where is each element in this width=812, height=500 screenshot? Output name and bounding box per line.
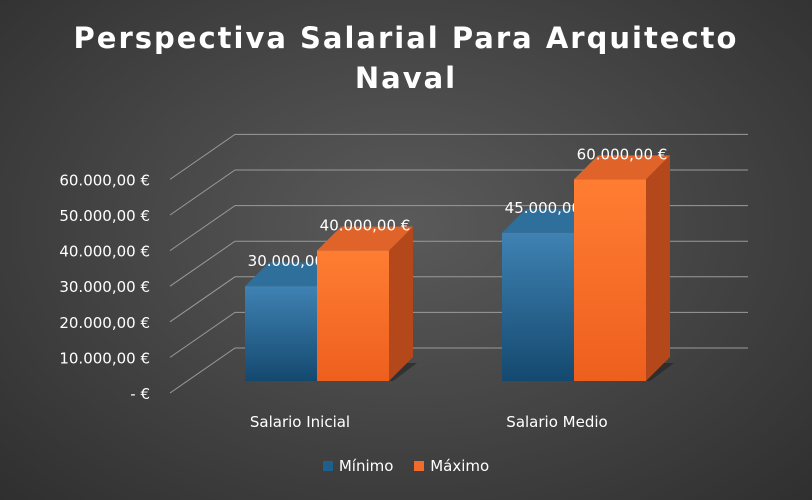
bar-Mínimo-Salario Inicial: [245, 286, 317, 381]
y-tick-label: 30.000,00 €: [59, 278, 150, 296]
legend-item-minimo: Mínimo: [322, 457, 394, 475]
data-label: 30.000,00 €: [248, 252, 339, 270]
legend-item-maximo: Máximo: [414, 457, 489, 475]
bar-top-Máximo-Salario Inicial: [317, 226, 413, 251]
y-tick-label: 60.000,00 €: [59, 171, 150, 189]
y-tick-label: 40.000,00 €: [59, 243, 150, 261]
x-tick-label: Salario Medio: [506, 413, 607, 431]
chart-title-line-2: Naval: [354, 61, 458, 95]
gridline: [169, 133, 748, 180]
data-label: 40.000,00 €: [320, 217, 411, 235]
chart-title-line-1: Perspectiva Salarial Para Arquitecto: [73, 21, 739, 55]
legend: Mínimo Máximo: [0, 457, 812, 475]
legend-label-minimo: Mínimo: [338, 457, 394, 475]
bar-side-Máximo-Salario Inicial: [389, 226, 413, 381]
legend-swatch-minimo: [322, 461, 333, 471]
chart-title: Perspectiva Salarial Para Arquitecto Nav…: [0, 18, 812, 98]
bar-top-Máximo-Salario Medio: [574, 155, 670, 180]
bar-Mínimo-Salario Medio: [502, 232, 574, 381]
y-tick-label: - €: [130, 385, 150, 403]
legend-label-maximo: Máximo: [430, 457, 490, 475]
y-tick-label: 20.000,00 €: [59, 314, 150, 332]
legend-swatch-maximo: [414, 461, 425, 471]
gridline: [169, 169, 748, 216]
y-tick-label: 50.000,00 €: [59, 207, 150, 225]
bar-side-Máximo-Salario Medio: [646, 155, 670, 381]
x-tick-label: Salario Inicial: [250, 413, 350, 431]
bar-Máximo-Salario Inicial: [317, 250, 389, 381]
bar-Máximo-Salario Medio: [574, 179, 646, 381]
data-label: 60.000,00 €: [577, 145, 668, 163]
y-tick-label: 10.000,00 €: [59, 349, 150, 367]
data-label: 45.000,00 €: [505, 199, 596, 217]
